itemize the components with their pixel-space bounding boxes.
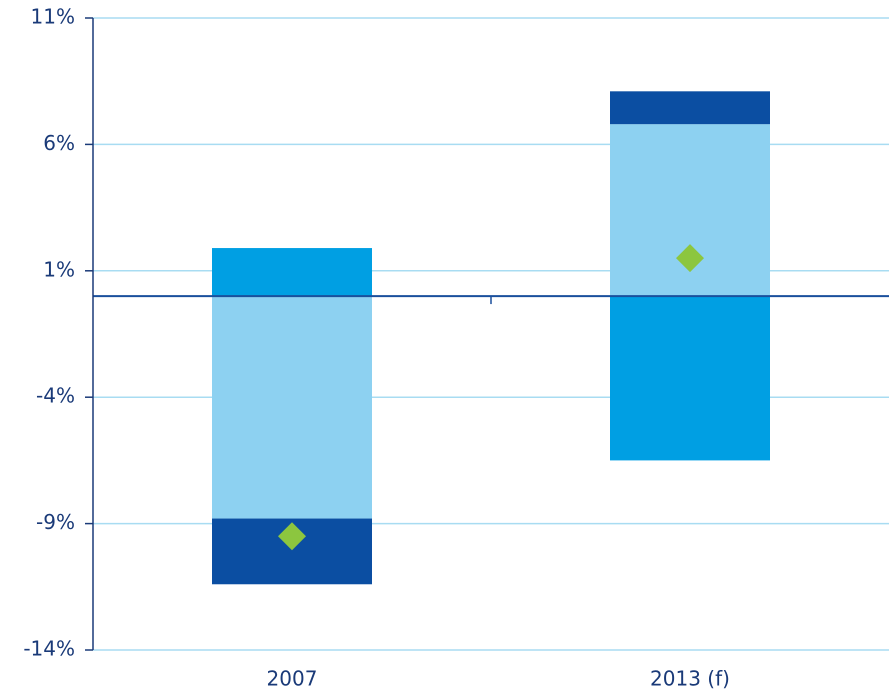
x-tick-label: 2007 bbox=[267, 667, 318, 691]
y-tick-label: -4% bbox=[36, 384, 75, 408]
diamond-marker bbox=[278, 522, 306, 551]
y-tick-label: 6% bbox=[43, 131, 75, 155]
bar-segment bbox=[610, 91, 770, 125]
bar-segment bbox=[212, 296, 372, 519]
y-tick-label: 11% bbox=[31, 5, 75, 29]
diamond-marker bbox=[676, 244, 704, 273]
y-tick-label: 1% bbox=[43, 257, 75, 281]
y-tick-label: -9% bbox=[36, 510, 75, 534]
y-tick-label: -14% bbox=[23, 637, 75, 661]
bar-segment bbox=[212, 248, 372, 297]
bar-segment bbox=[610, 296, 770, 461]
x-tick-label: 2013 (f) bbox=[650, 667, 730, 691]
